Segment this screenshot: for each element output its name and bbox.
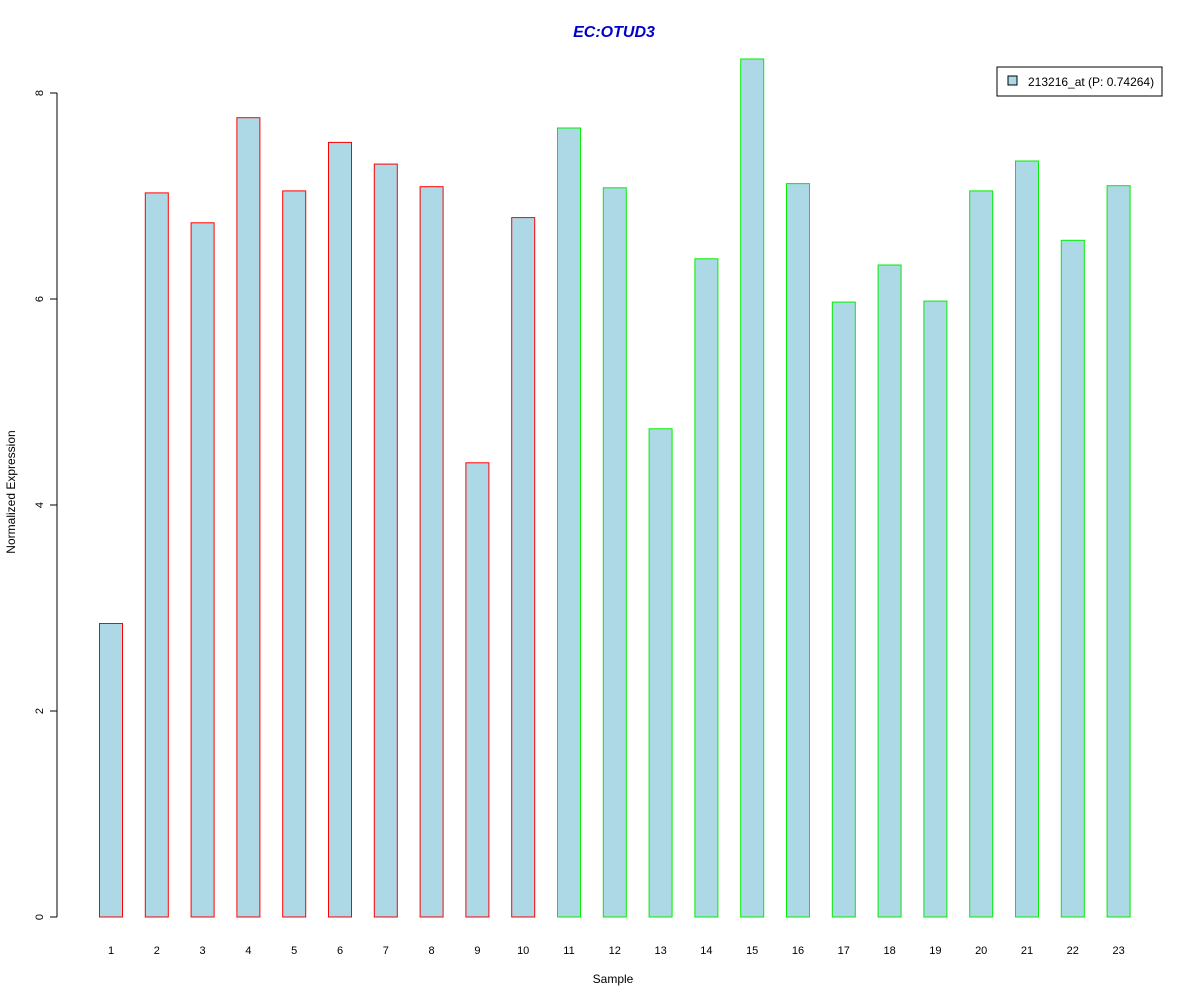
bar-sample-7 bbox=[373, 163, 398, 918]
x-tick-label: 9 bbox=[474, 945, 480, 957]
bar-sample-17 bbox=[831, 301, 856, 918]
x-tick-label: 11 bbox=[563, 945, 574, 957]
bar-sample-11 bbox=[557, 127, 581, 918]
legend-box bbox=[996, 66, 1163, 97]
x-tick-label: 20 bbox=[975, 945, 987, 957]
x-tick-label: 2 bbox=[154, 945, 160, 957]
y-tick-label: 6 bbox=[34, 296, 46, 302]
bar-sample-8 bbox=[419, 186, 444, 918]
x-tick-label: 13 bbox=[654, 945, 666, 957]
y-tick-label: 8 bbox=[34, 90, 46, 96]
x-tick-label: 18 bbox=[883, 945, 895, 957]
y-tick-label: 4 bbox=[34, 502, 46, 508]
x-tick-label: 4 bbox=[245, 945, 251, 957]
legend-label: 213216_at (P: 0.74264) bbox=[1028, 75, 1154, 89]
x-tick-label: 17 bbox=[838, 945, 850, 957]
x-tick-label: 3 bbox=[200, 945, 206, 957]
bar-sample-10 bbox=[511, 217, 536, 918]
legend: 213216_at (P: 0.74264) bbox=[996, 66, 1163, 97]
bar-sample-14 bbox=[694, 258, 719, 918]
x-tick-label: 16 bbox=[792, 945, 804, 957]
x-tick-label: 22 bbox=[1067, 945, 1079, 957]
x-tick-label: 23 bbox=[1112, 945, 1124, 957]
bar-sample-15 bbox=[740, 58, 765, 918]
chart-title: EC:OTUD3 bbox=[573, 24, 655, 41]
x-tick-label: 6 bbox=[337, 945, 343, 957]
bar-sample-6 bbox=[328, 141, 352, 918]
bar-sample-16 bbox=[786, 183, 810, 918]
bar-sample-21 bbox=[1015, 160, 1039, 918]
y-axis-label: Normalized Expression bbox=[4, 430, 18, 553]
bar-sample-3 bbox=[190, 222, 215, 918]
x-tick-label: 1 bbox=[108, 945, 114, 957]
x-tick-label: 8 bbox=[429, 945, 435, 957]
y-tick-label: 0 bbox=[34, 914, 46, 920]
x-tick-label: 12 bbox=[609, 945, 621, 957]
bar-sample-4 bbox=[236, 117, 261, 918]
x-tick-label: 10 bbox=[517, 945, 529, 957]
x-tick-label: 5 bbox=[291, 945, 297, 957]
bar-sample-19 bbox=[923, 300, 948, 918]
x-tick-label: 21 bbox=[1021, 945, 1033, 957]
bar-sample-23 bbox=[1106, 185, 1131, 918]
bar-sample-9 bbox=[465, 462, 490, 918]
bars bbox=[99, 58, 1131, 918]
y-axis: 0 2 4 6 8 bbox=[34, 90, 58, 920]
bar-sample-2 bbox=[144, 192, 169, 918]
bar-sample-12 bbox=[602, 187, 627, 918]
bar-sample-5 bbox=[282, 190, 307, 918]
bar-sample-20 bbox=[969, 190, 994, 918]
x-tick-label: 19 bbox=[929, 945, 941, 957]
legend-swatch bbox=[1007, 75, 1018, 86]
bar-sample-22 bbox=[1060, 239, 1085, 918]
bar-sample-1 bbox=[99, 623, 123, 918]
bar-sample-13 bbox=[648, 428, 673, 918]
x-tick-label: 7 bbox=[383, 945, 389, 957]
x-axis-label: Sample bbox=[593, 972, 634, 986]
x-tick-label: 14 bbox=[700, 945, 712, 957]
x-tick-labels: 1 2 3 4 5 6 7 8 9 10 11 12 13 14 15 16 17 18 19 20 21 22 23 bbox=[108, 945, 1125, 957]
y-tick-label: 2 bbox=[34, 708, 46, 714]
bar-sample-18 bbox=[877, 264, 902, 918]
x-tick-label: 15 bbox=[746, 945, 758, 957]
